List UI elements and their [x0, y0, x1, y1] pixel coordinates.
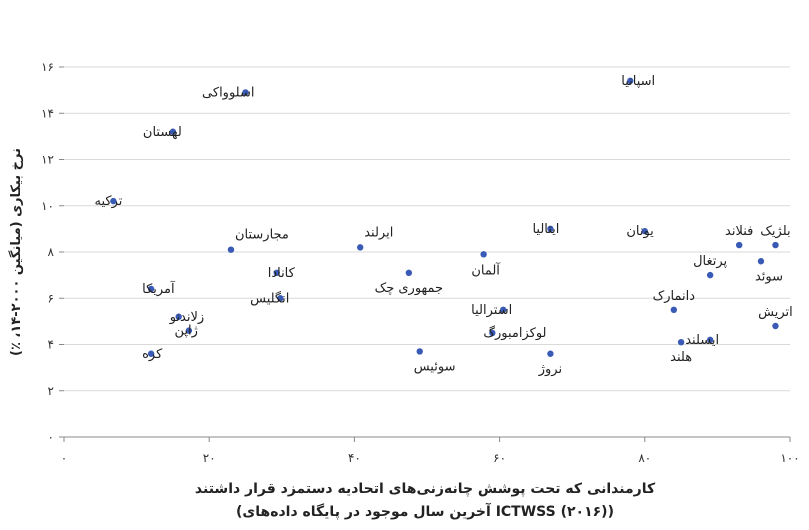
y-tick-label: ۱۲ — [41, 153, 54, 167]
point-label: مجارستان — [235, 228, 289, 243]
data-point — [627, 77, 634, 85]
point-label: فنلاند — [725, 224, 753, 239]
data-point — [169, 128, 177, 135]
point-label: استرالیا — [471, 303, 512, 318]
data-points: اسپانیا اسلوواکی لهستان ترکیه مجارستان ایرلند… — [94, 74, 792, 377]
y-tick-label: ۴ — [48, 338, 54, 352]
data-point — [706, 336, 714, 344]
x-tick-label: ۶۰ — [493, 451, 506, 465]
y-axis-label: نرخ بیکاری (میانگین ۲۰۰۰-۱۴، ٪) — [8, 148, 24, 356]
x-tick-label: ۴۰ — [348, 451, 361, 465]
x-tick-label: ۰ — [61, 451, 67, 465]
data-point — [641, 227, 648, 235]
x-tick-label: ۸۰ — [638, 451, 651, 465]
point-label: دانمارک — [653, 289, 696, 304]
data-point — [242, 89, 249, 96]
y-tick-label: ۱۰ — [41, 199, 54, 213]
data-point — [670, 306, 678, 314]
data-point — [735, 241, 743, 249]
data-point — [147, 285, 155, 293]
y-tick-label: ۱۴ — [41, 106, 54, 120]
data-point — [480, 251, 487, 258]
point-label: لهستان — [143, 125, 182, 140]
point-label: کره — [142, 347, 163, 362]
data-point — [416, 348, 423, 355]
y-tick-label: ۲ — [48, 384, 54, 398]
data-point — [757, 258, 765, 265]
point-label: کانادا — [268, 266, 296, 281]
x-axis-label-line1: کارمندانی که تحت پوشش چانه‌زنی‌های اتحاد… — [195, 481, 656, 497]
point-label: هلند — [670, 350, 692, 365]
point-label: لوکزامبورگ — [483, 324, 546, 341]
data-point — [357, 244, 364, 251]
point-label: پرتغال — [693, 254, 727, 269]
point-label: سوئیس — [414, 359, 456, 374]
y-tick-label: ۰ — [48, 430, 54, 444]
data-point — [273, 269, 280, 277]
data-point — [772, 241, 779, 249]
point-label: ایرلند — [364, 225, 393, 240]
data-point — [706, 271, 714, 279]
data-point — [227, 246, 235, 253]
axes: ۰ ۲ ۴ ۶ ۸ ۱۰ ۱۲ ۱۴ ۱۶ ۰ ۲۰ ۴۰ ۶۰ ۸۰ ۱۰۰ — [41, 60, 800, 465]
point-label: انگلیس — [250, 290, 289, 306]
data-point — [405, 269, 413, 277]
point-label: ایسلند — [685, 333, 719, 348]
data-point — [277, 295, 284, 302]
data-point — [500, 306, 507, 314]
point-label: ژاپن — [174, 324, 197, 339]
data-point — [489, 329, 496, 337]
x-axis-label-line2: ((۲۰۱۶) ICTWSS آخرین سال موجود در پایگاه… — [236, 502, 614, 520]
data-point — [147, 350, 155, 357]
point-label: جمهوری چک — [375, 281, 444, 296]
x-tick-label: ۲۰ — [203, 451, 216, 465]
point-label: اسلوواکی — [202, 85, 254, 100]
point-label: آلمان — [471, 261, 501, 278]
data-point — [547, 225, 554, 233]
data-point — [110, 197, 117, 205]
point-label: سوئد — [755, 269, 783, 284]
point-label: بلژیک — [760, 224, 790, 239]
x-tick-label: ۱۰۰ — [780, 451, 799, 465]
data-point — [175, 313, 182, 320]
point-label: زلاندنو — [169, 310, 204, 325]
point-label: نروژ — [538, 362, 562, 377]
point-label: ترکیه — [94, 194, 122, 209]
y-tick-label: ۸ — [48, 245, 55, 259]
y-tick-label: ۶ — [48, 291, 54, 305]
y-tick-label: ۱۶ — [41, 60, 54, 74]
data-point — [185, 327, 193, 334]
point-label: ایتالیا — [532, 222, 559, 237]
gridlines — [64, 66, 790, 438]
point-label: اتریش — [758, 305, 793, 320]
data-point — [547, 350, 554, 357]
data-point — [772, 322, 779, 330]
point-label: یونان — [626, 224, 654, 239]
point-label: آمریکا — [142, 280, 176, 297]
point-label: اسپانیا — [621, 74, 655, 89]
data-point — [677, 338, 685, 346]
